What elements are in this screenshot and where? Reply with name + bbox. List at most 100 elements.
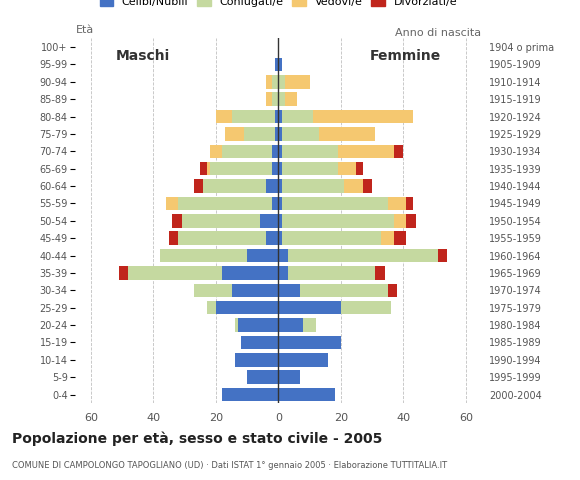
- Bar: [238, 318, 278, 332]
- Bar: [276, 58, 278, 71]
- Bar: [362, 180, 372, 193]
- Bar: [278, 371, 300, 384]
- Bar: [272, 162, 278, 176]
- Bar: [182, 214, 260, 228]
- Bar: [338, 162, 357, 176]
- Bar: [222, 266, 278, 280]
- Bar: [276, 110, 278, 123]
- Bar: [278, 110, 281, 123]
- Bar: [129, 266, 222, 280]
- Bar: [172, 214, 182, 228]
- Bar: [276, 127, 278, 141]
- Bar: [341, 301, 391, 314]
- Bar: [281, 214, 394, 228]
- Bar: [206, 301, 216, 314]
- Bar: [278, 180, 281, 193]
- Bar: [272, 197, 278, 210]
- Bar: [179, 197, 272, 210]
- Bar: [357, 162, 362, 176]
- Bar: [278, 75, 285, 89]
- Bar: [222, 144, 272, 158]
- Bar: [382, 231, 394, 245]
- Bar: [272, 75, 278, 89]
- Bar: [278, 388, 335, 401]
- Bar: [288, 266, 375, 280]
- Bar: [200, 162, 206, 176]
- Bar: [194, 180, 204, 193]
- Text: Età: Età: [75, 25, 93, 35]
- Bar: [285, 93, 297, 106]
- Bar: [166, 197, 179, 210]
- Text: COMUNE DI CAMPOLONGO TAPOGLIANO (UD) · Dati ISTAT 1° gennaio 2005 · Elaborazione: COMUNE DI CAMPOLONGO TAPOGLIANO (UD) · D…: [12, 461, 447, 470]
- Bar: [278, 353, 328, 367]
- Bar: [303, 318, 316, 332]
- Bar: [278, 214, 281, 228]
- Bar: [407, 197, 413, 210]
- Bar: [387, 284, 397, 297]
- Bar: [160, 249, 247, 262]
- Bar: [278, 284, 300, 297]
- Bar: [278, 249, 288, 262]
- Bar: [394, 144, 403, 158]
- Bar: [278, 266, 288, 280]
- Bar: [344, 180, 362, 193]
- Legend: Celibi/Nubili, Coniugati/e, Vedovi/e, Divorziati/e: Celibi/Nubili, Coniugati/e, Vedovi/e, Di…: [100, 0, 457, 7]
- Bar: [281, 144, 338, 158]
- Bar: [231, 110, 276, 123]
- Bar: [231, 284, 278, 297]
- Bar: [278, 144, 281, 158]
- Bar: [272, 144, 278, 158]
- Bar: [319, 127, 375, 141]
- Bar: [225, 127, 244, 141]
- Bar: [300, 284, 387, 297]
- Bar: [266, 231, 278, 245]
- Bar: [375, 266, 385, 280]
- Bar: [278, 162, 281, 176]
- Bar: [285, 75, 310, 89]
- Bar: [278, 127, 281, 141]
- Text: Popolazione per età, sesso e stato civile - 2005: Popolazione per età, sesso e stato civil…: [12, 432, 382, 446]
- Bar: [281, 127, 319, 141]
- Bar: [281, 231, 382, 245]
- Bar: [281, 162, 338, 176]
- Bar: [281, 197, 387, 210]
- Bar: [278, 231, 281, 245]
- Bar: [266, 93, 272, 106]
- Bar: [281, 110, 313, 123]
- Bar: [241, 336, 278, 349]
- Bar: [438, 249, 447, 262]
- Bar: [281, 180, 344, 193]
- Bar: [278, 336, 341, 349]
- Bar: [247, 371, 278, 384]
- Bar: [222, 388, 278, 401]
- Text: Femmine: Femmine: [369, 49, 441, 63]
- Bar: [216, 301, 278, 314]
- Bar: [179, 231, 266, 245]
- Bar: [210, 144, 222, 158]
- Bar: [210, 162, 272, 176]
- Bar: [169, 231, 179, 245]
- Bar: [387, 197, 407, 210]
- Bar: [338, 144, 394, 158]
- Bar: [247, 249, 278, 262]
- Bar: [394, 214, 407, 228]
- Bar: [216, 110, 231, 123]
- Bar: [278, 197, 281, 210]
- Text: Maschi: Maschi: [116, 49, 171, 63]
- Bar: [206, 162, 210, 176]
- Bar: [288, 249, 438, 262]
- Bar: [272, 93, 278, 106]
- Bar: [278, 318, 303, 332]
- Bar: [194, 284, 231, 297]
- Text: Anno di nascita: Anno di nascita: [396, 28, 481, 38]
- Bar: [278, 93, 285, 106]
- Bar: [260, 214, 278, 228]
- Bar: [313, 110, 413, 123]
- Bar: [278, 301, 341, 314]
- Bar: [266, 180, 278, 193]
- Bar: [204, 180, 266, 193]
- Bar: [244, 127, 276, 141]
- Bar: [394, 231, 407, 245]
- Bar: [235, 353, 278, 367]
- Bar: [278, 58, 281, 71]
